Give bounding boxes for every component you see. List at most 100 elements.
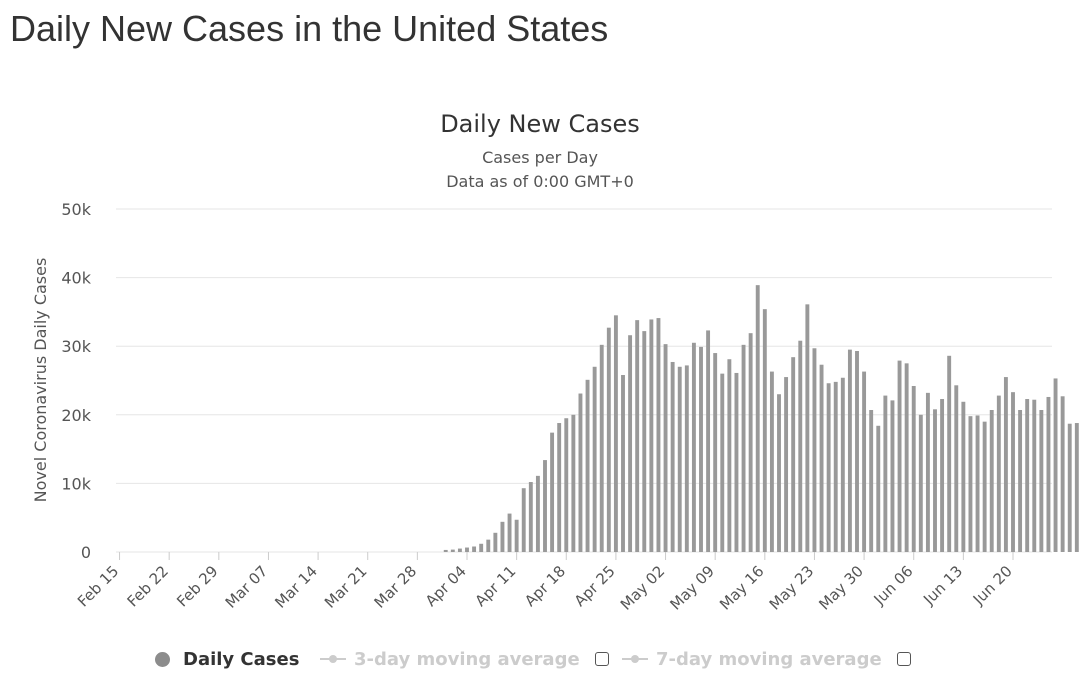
bar[interactable] [564, 418, 569, 552]
bar[interactable] [649, 319, 654, 552]
bar[interactable] [883, 395, 888, 552]
x-tick-label: May 23 [766, 562, 818, 614]
bar[interactable] [578, 393, 583, 552]
bar[interactable] [670, 361, 675, 552]
bar[interactable] [741, 344, 746, 552]
bar[interactable] [784, 377, 789, 552]
bar[interactable] [940, 399, 945, 552]
legend-item-7-day-average[interactable]: 7-day moving average [622, 645, 882, 673]
bar[interactable] [500, 521, 505, 552]
bar[interactable] [869, 410, 874, 552]
legend-item-3-day-average[interactable]: 3-day moving average [320, 645, 580, 673]
bar[interactable] [514, 519, 519, 552]
bar[interactable] [684, 365, 689, 552]
bar[interactable] [613, 315, 618, 552]
bar[interactable] [706, 330, 711, 552]
y-tick-label: 30k [61, 337, 91, 356]
bar[interactable] [933, 409, 937, 552]
bar[interactable] [1039, 410, 1044, 552]
bar[interactable] [777, 394, 781, 552]
bar[interactable] [762, 309, 767, 552]
bar[interactable] [535, 475, 540, 552]
bar[interactable] [727, 359, 732, 552]
bar[interactable] [748, 333, 753, 552]
bar[interactable] [847, 349, 852, 552]
bar[interactable] [592, 366, 597, 552]
bar[interactable] [450, 549, 455, 552]
bar[interactable] [791, 357, 796, 552]
bar[interactable] [1046, 396, 1051, 552]
bar[interactable] [1060, 396, 1065, 552]
bar[interactable] [989, 410, 994, 552]
bar[interactable] [606, 327, 611, 552]
bar[interactable] [798, 340, 803, 552]
bar[interactable] [812, 348, 817, 552]
bar[interactable] [734, 372, 739, 552]
bar[interactable] [947, 355, 952, 552]
bar[interactable] [656, 318, 661, 552]
bars [443, 285, 1079, 552]
bar[interactable] [642, 331, 647, 552]
bar[interactable] [925, 392, 930, 552]
bar[interactable] [1003, 377, 1008, 552]
bar[interactable] [628, 335, 633, 552]
bar[interactable] [720, 373, 725, 552]
bar[interactable] [996, 395, 1001, 552]
bar[interactable] [457, 548, 462, 552]
7-day-average-checkbox[interactable] [897, 652, 911, 666]
bar[interactable] [507, 513, 512, 552]
bar[interactable] [968, 416, 973, 552]
bar[interactable] [713, 353, 718, 552]
bar[interactable] [472, 546, 477, 552]
bar[interactable] [975, 415, 980, 552]
bar[interactable] [819, 364, 824, 552]
bar[interactable] [599, 344, 604, 552]
bar[interactable] [677, 366, 682, 552]
bar[interactable] [1067, 423, 1072, 552]
bar[interactable] [493, 532, 498, 552]
bar[interactable] [982, 421, 987, 552]
3-day-average-checkbox[interactable] [595, 652, 609, 666]
bar[interactable] [855, 351, 859, 552]
legend-item-daily-cases[interactable]: Daily Cases [155, 645, 299, 673]
bar[interactable] [833, 381, 838, 552]
bar[interactable] [911, 385, 916, 552]
bar[interactable] [890, 400, 895, 552]
bar[interactable] [663, 344, 668, 552]
bar[interactable] [769, 371, 774, 552]
bar[interactable] [691, 342, 696, 552]
bar[interactable] [918, 414, 923, 552]
bar[interactable] [1018, 410, 1023, 552]
bar[interactable] [1032, 399, 1037, 552]
bar[interactable] [699, 346, 703, 552]
bar[interactable] [465, 547, 469, 552]
bar[interactable] [635, 320, 640, 552]
bar[interactable] [805, 304, 810, 552]
bar[interactable] [550, 432, 555, 552]
bar[interactable] [897, 360, 902, 552]
bar[interactable] [862, 371, 867, 552]
bar[interactable] [528, 482, 533, 552]
bar[interactable] [954, 385, 959, 552]
bar[interactable] [479, 543, 484, 552]
bar[interactable] [571, 414, 576, 552]
bar[interactable] [521, 488, 526, 552]
bar[interactable] [840, 377, 845, 552]
bar[interactable] [543, 460, 547, 552]
bar[interactable] [585, 379, 590, 552]
bar[interactable] [755, 285, 760, 552]
bar[interactable] [557, 423, 562, 552]
bar[interactable] [1074, 423, 1079, 552]
bar[interactable] [443, 549, 448, 552]
bar[interactable] [486, 539, 491, 552]
bar[interactable] [621, 375, 625, 552]
bar[interactable] [1053, 378, 1058, 552]
bar[interactable] [876, 425, 881, 552]
y-tick-label: 0 [81, 543, 91, 562]
bar[interactable] [961, 401, 966, 552]
bar[interactable] [826, 383, 831, 552]
bar[interactable] [1025, 399, 1030, 552]
bar[interactable] [1011, 392, 1015, 552]
legend-label-7-day-average: 7-day moving average [656, 648, 882, 670]
bar[interactable] [904, 363, 909, 552]
